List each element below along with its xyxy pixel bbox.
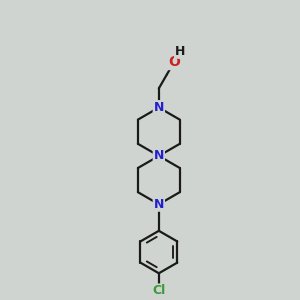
Text: O: O	[168, 55, 180, 69]
Text: H: H	[175, 45, 185, 58]
Text: N: N	[154, 198, 164, 211]
Text: Cl: Cl	[152, 284, 166, 298]
Text: N: N	[154, 101, 164, 114]
Text: N: N	[154, 149, 164, 162]
